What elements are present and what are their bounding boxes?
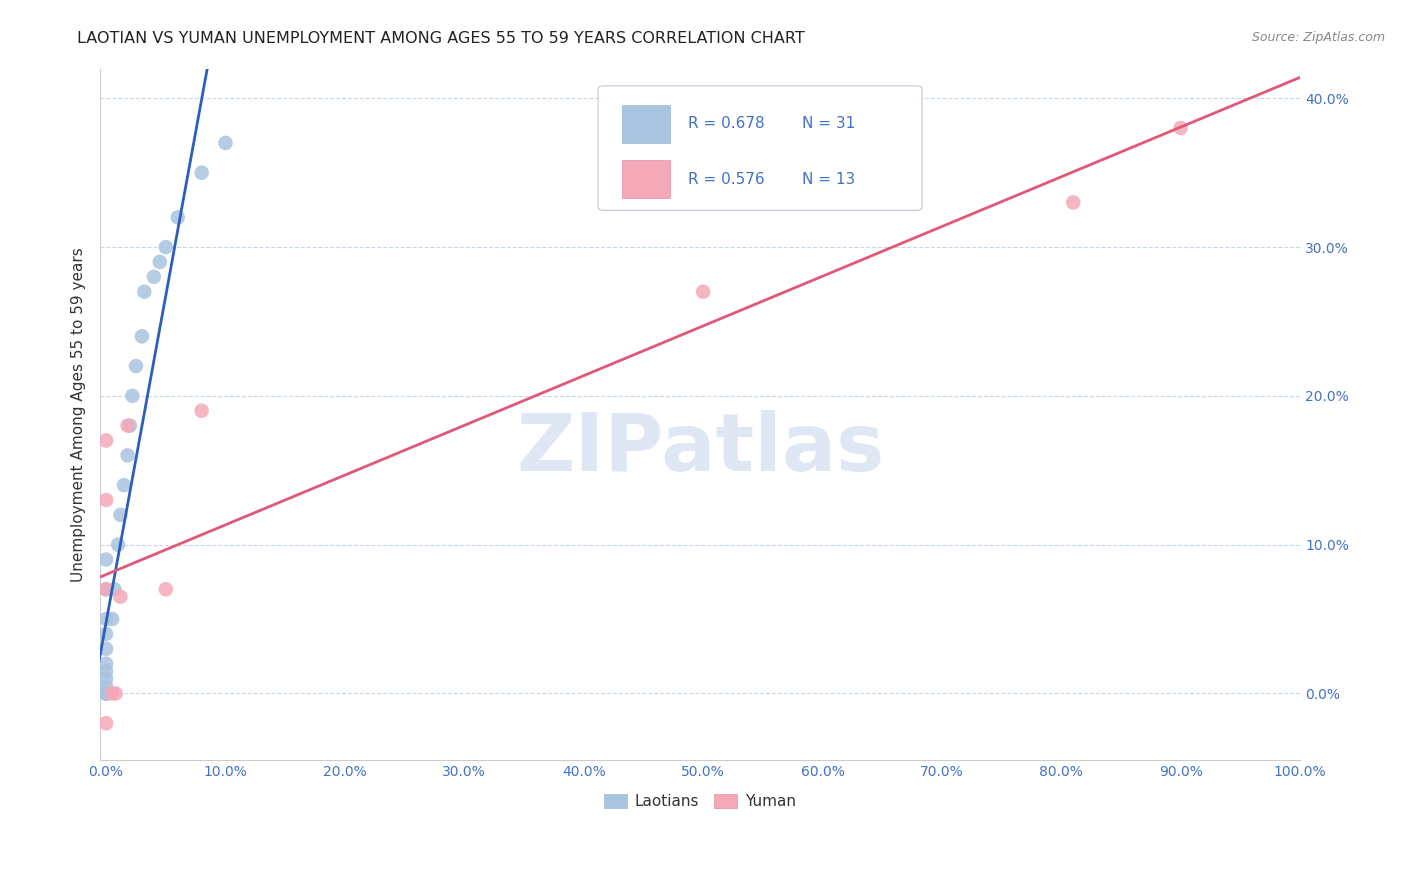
Point [94, 679, 117, 693]
Point [94, 627, 117, 641]
Point [101, 686, 124, 700]
Point [142, 269, 165, 284]
Point [1062, 195, 1084, 210]
Text: ZIPatlas: ZIPatlas [516, 410, 884, 488]
Point [94, 582, 117, 597]
Point [166, 211, 188, 225]
Point [110, 508, 132, 522]
Point [103, 582, 125, 597]
Point [94, 686, 117, 700]
Text: R = 0.678: R = 0.678 [688, 116, 765, 131]
Point [190, 166, 212, 180]
Point [118, 418, 141, 433]
Point [94, 641, 117, 656]
Text: Source: ZipAtlas.com: Source: ZipAtlas.com [1251, 31, 1385, 45]
Point [121, 389, 143, 403]
Point [125, 359, 148, 373]
Point [94, 664, 117, 678]
Point [94, 552, 117, 566]
Bar [621, 105, 671, 143]
Point [104, 686, 127, 700]
Point [94, 686, 117, 700]
Point [94, 686, 117, 700]
Point [110, 590, 132, 604]
Point [94, 493, 117, 508]
Text: N = 31: N = 31 [801, 116, 855, 131]
Point [101, 612, 124, 626]
Text: LAOTIAN VS YUMAN UNEMPLOYMENT AMONG AGES 55 TO 59 YEARS CORRELATION CHART: LAOTIAN VS YUMAN UNEMPLOYMENT AMONG AGES… [77, 31, 806, 46]
Point [155, 582, 177, 597]
Point [94, 582, 117, 597]
Point [107, 538, 129, 552]
Point [94, 716, 117, 731]
Point [1170, 121, 1192, 136]
Text: R = 0.576: R = 0.576 [688, 172, 765, 186]
Point [149, 255, 172, 269]
Bar [621, 161, 671, 198]
Text: N = 13: N = 13 [801, 172, 855, 186]
Point [131, 329, 153, 343]
FancyBboxPatch shape [598, 86, 922, 211]
Point [190, 403, 212, 417]
Point [117, 449, 139, 463]
Point [94, 686, 117, 700]
Point [155, 240, 177, 254]
Point [692, 285, 714, 299]
Y-axis label: Unemployment Among Ages 55 to 59 years: Unemployment Among Ages 55 to 59 years [72, 247, 86, 582]
Point [94, 612, 117, 626]
Point [94, 672, 117, 686]
Legend: Laotians, Yuman: Laotians, Yuman [598, 788, 803, 815]
Point [134, 285, 156, 299]
Point [94, 434, 117, 448]
Point [94, 657, 117, 671]
Point [117, 418, 139, 433]
Point [94, 686, 117, 700]
Point [214, 136, 236, 150]
Point [112, 478, 135, 492]
